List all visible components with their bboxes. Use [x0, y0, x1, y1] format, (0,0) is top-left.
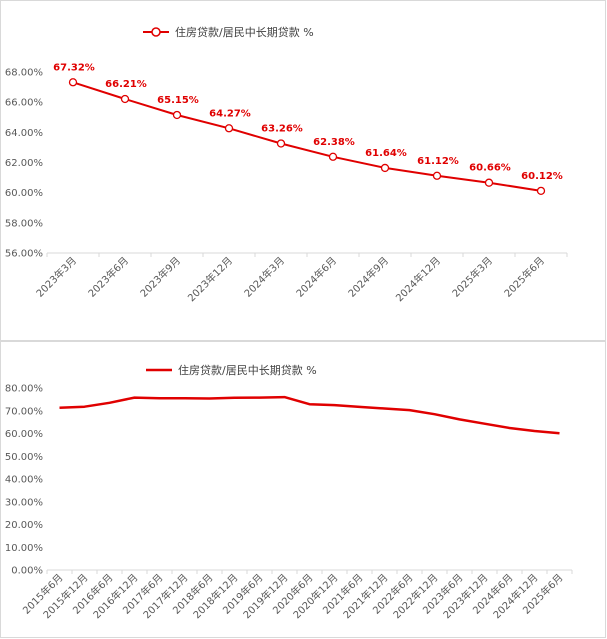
y-tick-label: 20.00% — [5, 520, 43, 531]
y-axis-top: 56.00% 58.00% 60.00% 62.00% 64.00% 66.00% 68.0… — [5, 68, 43, 260]
data-label: 66.21% — [105, 79, 147, 90]
data-label: 63.26% — [261, 123, 303, 134]
series-line — [72, 81, 542, 192]
y-tick-label: 68.00% — [5, 68, 43, 79]
data-label: 65.15% — [157, 95, 199, 106]
data-point — [380, 163, 390, 173]
data-point — [328, 152, 338, 161]
y-tick-label: 70.00% — [5, 406, 43, 417]
legend-bottom: 住房贷款/居民中长期贷款 % — [146, 363, 317, 377]
y-tick-label: 40.00% — [5, 475, 43, 486]
y-axis-bottom: 0.00% 10.00% 20.00% 30.00% 40.00% 50.00% 60.00… — [5, 384, 43, 577]
y-tick-label: 60.00% — [5, 429, 43, 440]
data-point — [484, 178, 494, 187]
x-tick-label: 2023年3月 — [33, 254, 79, 300]
y-tick-label: 0.00% — [11, 566, 43, 577]
data-point — [276, 139, 286, 148]
y-tick-label: 56.00% — [5, 249, 43, 260]
legend-top-marker — [151, 27, 161, 37]
x-axis-bottom: 2015年6月2015年12月2016年6月2016年12月2017年6月201… — [20, 569, 573, 621]
data-label: 60.12% — [521, 171, 563, 182]
chart-top-svg: 住房贷款/居民中长期贷款 % 56.00% 58.00% 60.00% 62.00% 6… — [5, 25, 568, 304]
x-tick-label: 2023年9月 — [137, 254, 183, 300]
plot-area-top: 67.32% 66.21% 65.15% 64.27% 63.26% 62.38% 61.6… — [53, 62, 563, 196]
x-axis-top: 2023年3月 2023年6月 2023年9月 2023年12月 2024年3月 2024… — [33, 252, 568, 304]
legend-top-label: 住房贷款/居民中长期贷款 % — [175, 25, 314, 39]
chart-panel-top: 住房贷款/居民中长期贷款 % 56.00% 58.00% 60.00% 62.00% 6… — [0, 0, 606, 341]
x-tick-label: 2025年3月 — [449, 254, 495, 300]
data-point — [536, 186, 546, 196]
x-tick-label: 2024年3月 — [241, 254, 287, 300]
data-point — [432, 171, 442, 180]
y-tick-label: 60.00% — [5, 188, 43, 199]
y-tick-label: 50.00% — [5, 452, 43, 463]
x-tick-label: 2025年6月 — [501, 254, 547, 300]
data-label: 60.66% — [469, 163, 511, 174]
x-tick-label: 2024年12月 — [393, 254, 443, 304]
data-point — [68, 78, 78, 87]
y-tick-label: 66.00% — [5, 98, 43, 109]
x-tick-label: 2023年12月 — [185, 254, 235, 304]
y-tick-label: 58.00% — [5, 218, 43, 229]
data-point — [224, 124, 234, 133]
y-tick-label: 10.00% — [5, 543, 43, 554]
legend-bottom-label: 住房贷款/居民中长期贷款 % — [178, 363, 317, 377]
legend-top: 住房贷款/居民中长期贷款 % — [143, 25, 314, 39]
data-label: 64.27% — [209, 108, 251, 119]
data-point — [120, 94, 130, 104]
x-tick-label: 2024年6月 — [293, 254, 339, 300]
plot-area-bottom — [59, 395, 560, 435]
x-tick-label: 2023年6月 — [85, 254, 131, 300]
y-tick-label: 30.00% — [5, 497, 43, 508]
data-point — [172, 110, 182, 120]
data-label: 62.38% — [313, 137, 355, 148]
data-label: 67.32% — [53, 62, 95, 73]
x-tick-label: 2024年9月 — [345, 254, 391, 300]
y-tick-label: 62.00% — [5, 158, 43, 169]
data-label: 61.12% — [417, 156, 459, 167]
chart-panel-bottom: 住房贷款/居民中长期贷款 % 0.00% 10.00% 20.00% 30.00% 40… — [0, 341, 606, 638]
data-label: 61.64% — [365, 148, 407, 159]
y-tick-label: 80.00% — [5, 384, 43, 395]
chart-bottom-svg: 住房贷款/居民中长期贷款 % 0.00% 10.00% 20.00% 30.00% 40… — [5, 363, 573, 621]
series-line — [59, 395, 560, 435]
y-tick-label: 64.00% — [5, 128, 43, 139]
